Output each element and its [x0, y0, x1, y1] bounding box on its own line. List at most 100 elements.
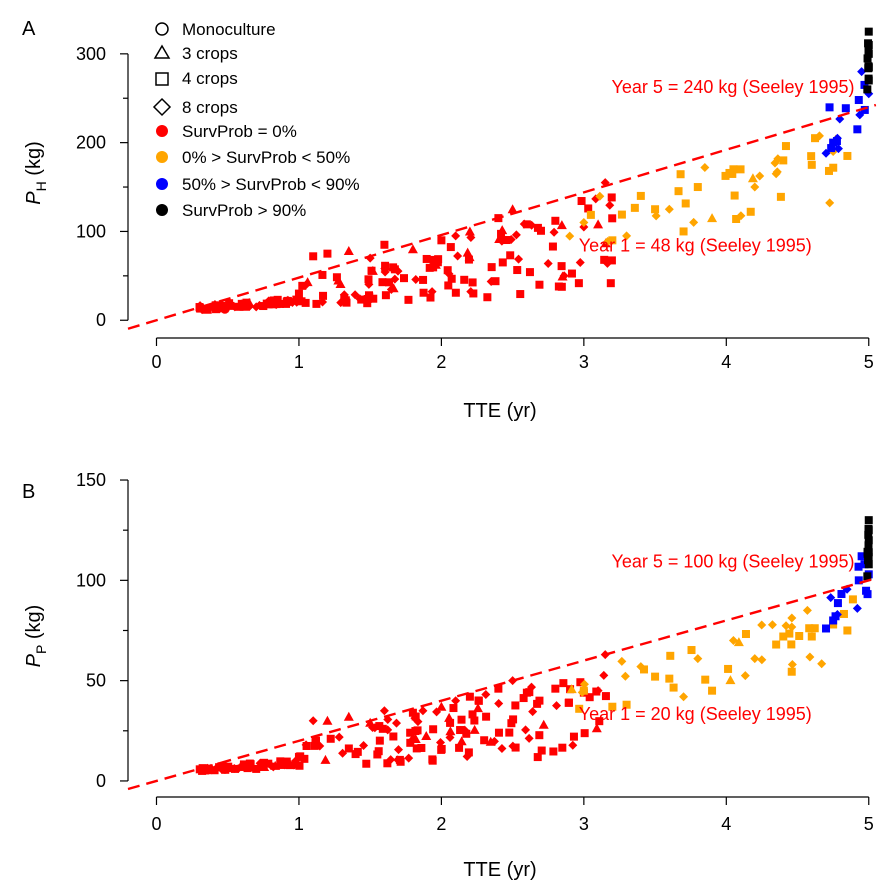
data-point [396, 757, 405, 766]
x-tick-label: 2 [436, 814, 446, 834]
data-point [721, 171, 730, 180]
data-point [386, 755, 396, 765]
data-point [210, 766, 219, 775]
data-point [527, 682, 537, 692]
data-point [451, 231, 461, 241]
data-point [831, 612, 840, 621]
data-point [362, 759, 371, 768]
data-point [565, 231, 575, 241]
data-point [312, 299, 321, 308]
data-point [513, 266, 522, 275]
data-point [586, 210, 595, 219]
data-point [494, 684, 503, 693]
data-point [863, 54, 872, 63]
data-point [302, 741, 311, 750]
data-point [538, 719, 549, 729]
data-point [864, 64, 873, 73]
data-point [380, 261, 391, 271]
x-tick-label: 2 [436, 352, 446, 372]
data-point [429, 725, 438, 734]
plot-area-b: 0 50 100 150 0 1 2 3 4 5 Year 5 = 100 kg (Seeley 1… [76, 470, 877, 834]
y-tick-label: 100 [76, 570, 106, 590]
data-point [378, 724, 387, 733]
data-point [432, 707, 442, 717]
data-point [422, 254, 431, 263]
data-point [246, 760, 255, 769]
data-point [491, 277, 500, 286]
y-tick-label: 150 [76, 470, 106, 490]
y-tick-label: 200 [76, 133, 106, 153]
data-point [469, 724, 480, 734]
data-point [700, 163, 710, 173]
data-point [551, 684, 560, 693]
data-point [608, 702, 617, 711]
legend-circle-icon [155, 22, 169, 36]
data-point [460, 275, 469, 284]
data-point [732, 214, 741, 223]
data-point [527, 220, 537, 230]
data-point [335, 279, 346, 289]
data-point [802, 605, 812, 615]
data-point [822, 624, 831, 633]
data-point [728, 636, 738, 646]
data-point [773, 154, 783, 164]
data-point [622, 231, 632, 241]
data-point [421, 730, 432, 740]
legend-label-survprob-0-50: 0% > SurvProb < 50% [182, 148, 350, 167]
y-axis-title-unit-b: (kg) [23, 605, 45, 645]
data-point [837, 590, 846, 599]
data-point [295, 761, 304, 770]
data-point [446, 243, 455, 252]
data-point [242, 298, 251, 307]
legend-item-8-crops: 8 crops [152, 97, 238, 117]
data-point [430, 259, 441, 269]
data-point [666, 651, 675, 660]
data-point [860, 105, 869, 114]
x-tick-label: 4 [721, 352, 731, 372]
data-point [226, 301, 235, 310]
data-point [557, 271, 568, 281]
data-point [203, 305, 212, 314]
data-point [511, 230, 521, 240]
legend-item-survprob-0-50: 0% > SurvProb < 50% [156, 148, 350, 167]
data-point [264, 759, 273, 768]
data-point [239, 760, 248, 769]
legend-label-survprob-90: SurvProb > 90% [182, 201, 306, 220]
data-point [608, 236, 617, 245]
data-point [413, 726, 422, 735]
data-point [829, 163, 838, 172]
data-point [807, 160, 816, 169]
data-point [575, 257, 585, 267]
data-point [498, 258, 507, 267]
legend-label-4-crops: 4 crops [182, 69, 238, 88]
data-point [707, 213, 718, 223]
data-point [693, 654, 703, 664]
data-point [468, 278, 477, 287]
data-point [519, 219, 529, 229]
data-point [640, 665, 649, 674]
data-point [860, 80, 869, 89]
data-point [781, 142, 790, 151]
data-point [411, 275, 421, 285]
data-point [824, 166, 833, 175]
data-point [474, 696, 483, 705]
data-point [536, 226, 545, 235]
data-point [689, 217, 699, 227]
data-point [203, 765, 212, 774]
data-point [811, 134, 820, 143]
y-tick-label: 50 [86, 671, 106, 691]
data-point [787, 613, 797, 623]
data-point [528, 707, 538, 717]
data-point [537, 746, 546, 755]
data-point [863, 547, 872, 556]
data-point [679, 692, 689, 702]
data-point [326, 734, 335, 743]
data-point [857, 67, 867, 77]
data-point [379, 706, 389, 716]
data-point [428, 756, 437, 765]
data-point [595, 191, 605, 201]
data-point [535, 696, 544, 705]
data-point [746, 207, 755, 216]
y-axis-title-main-a: P [23, 191, 45, 205]
